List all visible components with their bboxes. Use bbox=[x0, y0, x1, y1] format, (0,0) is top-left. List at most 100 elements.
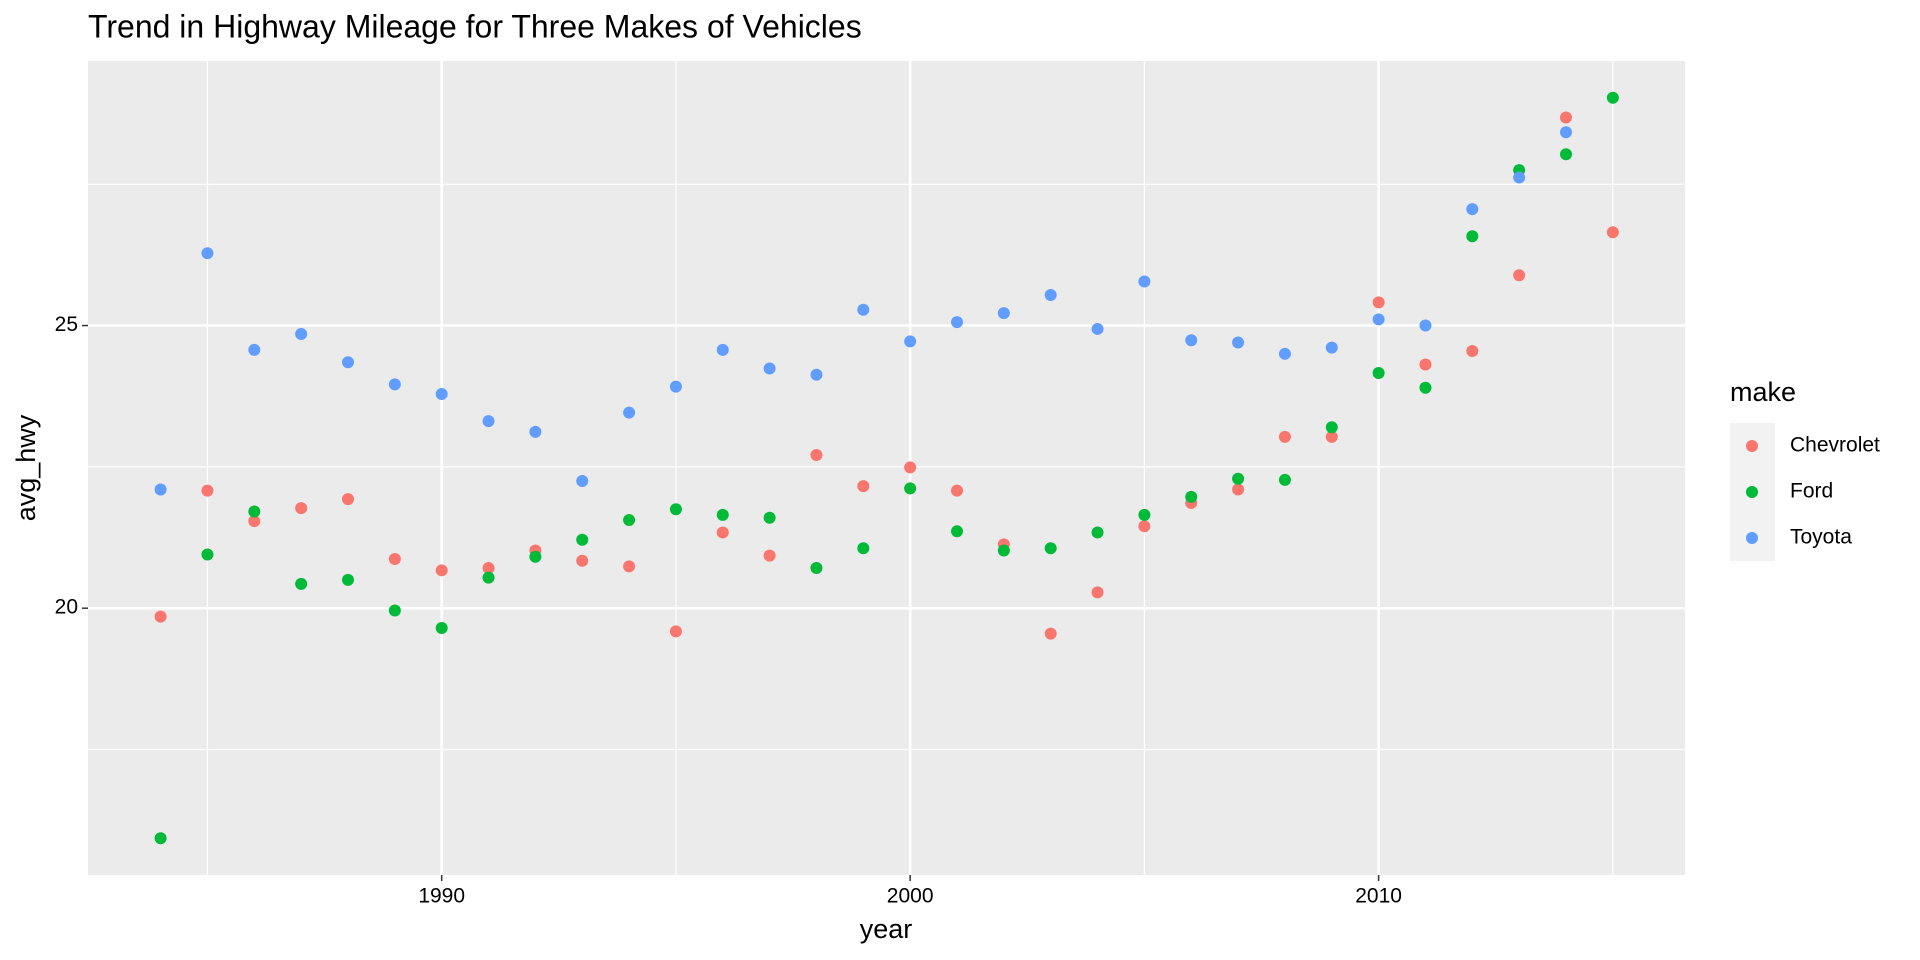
point bbox=[669, 380, 682, 393]
point bbox=[1325, 430, 1338, 443]
legend-marker bbox=[1746, 486, 1758, 498]
point bbox=[716, 508, 729, 521]
point bbox=[154, 832, 167, 845]
legend-label: Chevrolet bbox=[1790, 434, 1880, 457]
point bbox=[529, 425, 542, 438]
series bbox=[154, 91, 1619, 845]
point bbox=[1606, 91, 1619, 104]
point bbox=[1278, 430, 1291, 443]
point bbox=[1466, 230, 1479, 243]
point bbox=[904, 335, 917, 348]
point bbox=[669, 503, 682, 516]
point bbox=[1138, 508, 1151, 521]
point bbox=[1091, 586, 1104, 599]
point bbox=[482, 562, 495, 575]
point bbox=[997, 307, 1010, 320]
point bbox=[576, 475, 589, 488]
plot-panel bbox=[88, 61, 1685, 875]
point bbox=[1044, 542, 1057, 555]
point bbox=[482, 571, 495, 584]
point bbox=[201, 247, 214, 260]
x-tick-label: 1990 bbox=[418, 885, 465, 908]
legend-title: make bbox=[1730, 377, 1796, 407]
point bbox=[1232, 472, 1245, 485]
point bbox=[482, 415, 495, 428]
x-tick-label: 2010 bbox=[1355, 885, 1402, 908]
point bbox=[435, 387, 448, 400]
point bbox=[1419, 319, 1432, 332]
point bbox=[763, 511, 776, 524]
point bbox=[154, 483, 167, 496]
point bbox=[623, 560, 636, 573]
series bbox=[154, 126, 1573, 496]
point bbox=[388, 378, 401, 391]
point bbox=[1185, 490, 1198, 503]
legend-label: Toyota bbox=[1790, 526, 1852, 549]
point bbox=[716, 343, 729, 356]
point bbox=[1466, 344, 1479, 357]
point bbox=[1325, 341, 1338, 354]
point bbox=[248, 505, 261, 518]
y-axis-label: avg_hwy bbox=[11, 414, 41, 521]
point bbox=[857, 542, 870, 555]
point bbox=[341, 493, 354, 506]
point bbox=[388, 553, 401, 566]
point bbox=[857, 303, 870, 316]
point bbox=[951, 484, 964, 497]
point bbox=[576, 554, 589, 567]
point bbox=[623, 514, 636, 527]
legend-label: Ford bbox=[1790, 480, 1833, 503]
point bbox=[1325, 421, 1338, 434]
point bbox=[1232, 483, 1245, 496]
point bbox=[529, 550, 542, 563]
point bbox=[1278, 473, 1291, 486]
point bbox=[201, 548, 214, 561]
point bbox=[951, 316, 964, 329]
point bbox=[997, 544, 1010, 557]
point bbox=[1419, 358, 1432, 371]
point bbox=[1513, 171, 1526, 184]
point bbox=[810, 368, 823, 381]
point bbox=[716, 526, 729, 539]
point bbox=[904, 482, 917, 495]
point bbox=[763, 362, 776, 375]
point bbox=[388, 604, 401, 617]
point bbox=[904, 461, 917, 474]
point bbox=[1091, 322, 1104, 335]
point bbox=[154, 610, 167, 623]
y-tick-label: 20 bbox=[55, 596, 78, 619]
point bbox=[1419, 381, 1432, 394]
point bbox=[1091, 526, 1104, 539]
point bbox=[1138, 275, 1151, 288]
point bbox=[1278, 347, 1291, 360]
point bbox=[1372, 367, 1385, 380]
point bbox=[857, 480, 870, 493]
point bbox=[341, 573, 354, 586]
point bbox=[201, 484, 214, 497]
point bbox=[248, 343, 261, 356]
point bbox=[1372, 296, 1385, 309]
point bbox=[1138, 520, 1151, 533]
point bbox=[763, 549, 776, 562]
point bbox=[1372, 313, 1385, 326]
point bbox=[435, 564, 448, 577]
legend-marker bbox=[1746, 532, 1758, 544]
point bbox=[576, 533, 589, 546]
point bbox=[1560, 126, 1573, 139]
point bbox=[1185, 334, 1198, 347]
series bbox=[154, 111, 1619, 640]
point bbox=[295, 328, 308, 341]
point bbox=[810, 448, 823, 461]
point bbox=[1044, 289, 1057, 302]
chart-title: Trend in Highway Mileage for Three Makes… bbox=[88, 8, 862, 44]
point bbox=[1044, 627, 1057, 640]
point bbox=[1466, 203, 1479, 216]
x-axis-label: year bbox=[860, 914, 913, 944]
point bbox=[810, 562, 823, 575]
point bbox=[435, 621, 448, 634]
point bbox=[295, 502, 308, 515]
point bbox=[248, 515, 261, 528]
point bbox=[1560, 148, 1573, 161]
legend-marker bbox=[1746, 440, 1758, 452]
point bbox=[1606, 226, 1619, 239]
